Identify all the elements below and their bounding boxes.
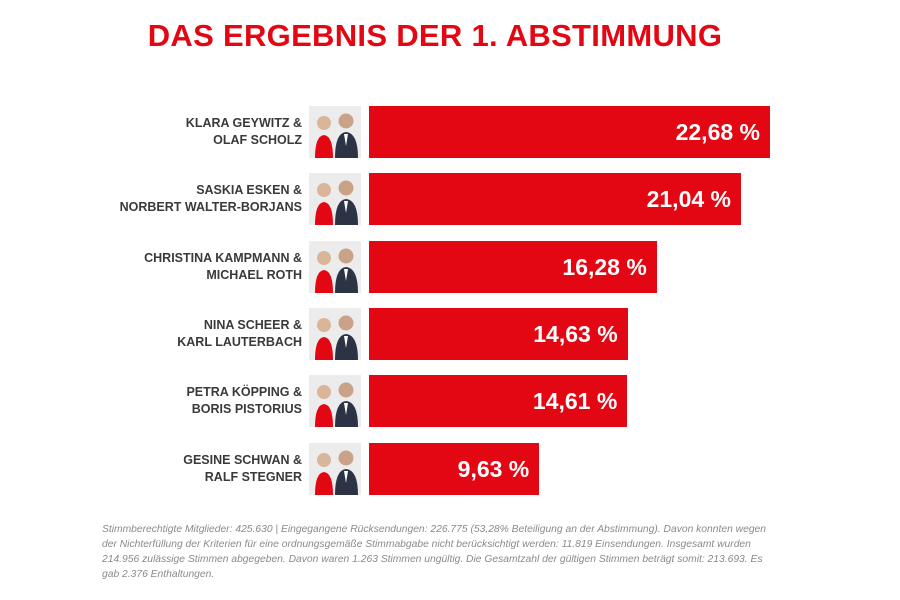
bar: 22,68 % bbox=[369, 106, 770, 158]
bar-row: GESINE SCHWAN & RALF STEGNER 9,63 % bbox=[0, 442, 900, 495]
data-label: 21,04 % bbox=[646, 186, 731, 213]
bar: 14,63 % bbox=[369, 307, 628, 360]
category-label: CHRISTINA KAMPMANN & MICHAEL ROTH bbox=[144, 241, 302, 293]
category-label-line: MICHAEL ROTH bbox=[206, 267, 302, 282]
data-label: 16,28 % bbox=[562, 253, 647, 280]
category-label-line: CHRISTINA KAMPMANN & bbox=[144, 250, 302, 265]
category-label-line: NINA SCHEER & bbox=[203, 317, 302, 332]
category-label-line: BORIS PISTORIUS bbox=[191, 402, 302, 417]
category-label-line: NORBERT WALTER-BORJANS bbox=[119, 200, 302, 215]
category-label: NINA SCHEER & KARL LAUTERBACH bbox=[177, 308, 302, 360]
candidate-duo-photo-icon bbox=[309, 307, 361, 360]
category-label: SASKIA ESKEN & NORBERT WALTER-BORJANS bbox=[120, 173, 302, 225]
category-label: KLARA GEYWITZ & OLAF SCHOLZ bbox=[186, 106, 302, 158]
category-label: PETRA KÖPPING & BORIS PISTORIUS bbox=[186, 375, 302, 427]
candidate-duo-photo-icon bbox=[309, 240, 361, 293]
bar: 9,63 % bbox=[369, 442, 540, 495]
category-label-line: RALF STEGNER bbox=[204, 469, 302, 484]
bar: 14,61 % bbox=[369, 375, 628, 428]
bar-row: KLARA GEYWITZ & OLAF SCHOLZ 22,68 % bbox=[0, 106, 900, 158]
candidate-duo-photo-icon bbox=[309, 173, 361, 226]
data-label: 14,63 % bbox=[533, 320, 618, 347]
chart-title: DAS ERGEBNIS DER 1. ABSTIMMUNG bbox=[147, 18, 723, 53]
bar-row: PETRA KÖPPING & BORIS PISTORIUS 14,61 % bbox=[0, 375, 900, 428]
bar-row: SASKIA ESKEN & NORBERT WALTER-BORJANS 21,0… bbox=[0, 173, 900, 226]
bar: 16,28 % bbox=[369, 240, 657, 293]
category-label-line: SASKIA ESKEN & bbox=[196, 183, 302, 198]
candidate-duo-photo-icon bbox=[309, 106, 361, 158]
candidate-duo-photo-icon bbox=[309, 442, 361, 495]
data-label: 14,61 % bbox=[532, 388, 618, 415]
candidate-duo-photo-icon bbox=[309, 375, 361, 428]
category-label-line: GESINE SCHWAN & bbox=[183, 452, 302, 467]
bar-row: CHRISTINA KAMPMANN & MICHAEL ROTH 16,28 % bbox=[0, 240, 900, 293]
category-label-line: KARL LAUTERBACH bbox=[177, 334, 302, 349]
category-label-line: OLAF SCHOLZ bbox=[213, 133, 302, 147]
bar-row: NINA SCHEER & KARL LAUTERBACH 14,63 % bbox=[0, 307, 900, 360]
category-label-line: KLARA GEYWITZ & bbox=[185, 116, 302, 130]
data-label: 22,68 % bbox=[675, 119, 760, 145]
category-label-line: PETRA KÖPPING & bbox=[186, 385, 302, 400]
bar: 21,04 % bbox=[369, 173, 741, 226]
footnote: Stimmberechtigte Mitglieder: 425.630 | E… bbox=[102, 524, 767, 580]
data-label: 9,63 % bbox=[457, 455, 530, 482]
category-label: GESINE SCHWAN & RALF STEGNER bbox=[183, 443, 302, 495]
